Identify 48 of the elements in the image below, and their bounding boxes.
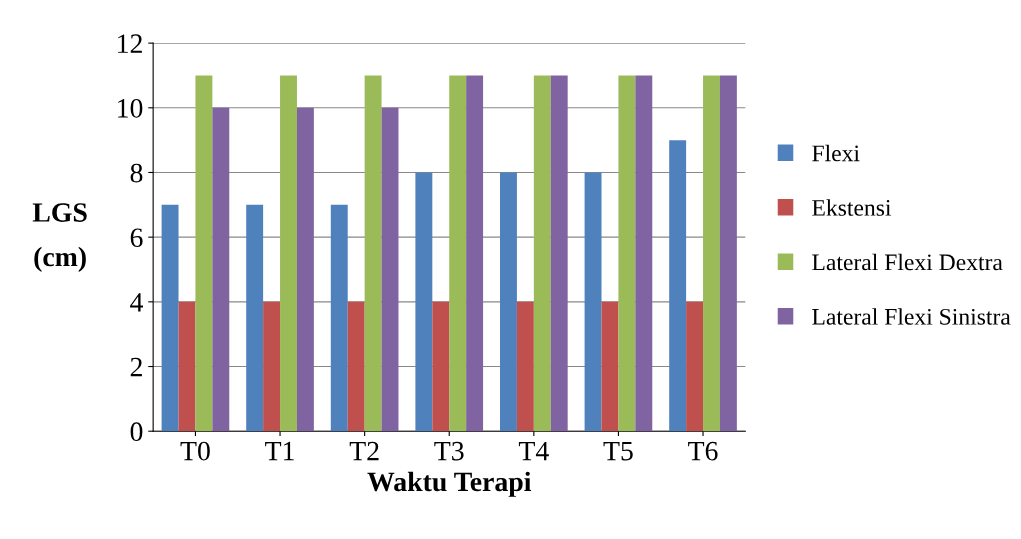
bar [381,107,399,432]
bar [212,107,230,432]
bar [618,75,636,432]
bar [601,301,619,432]
bar [719,75,737,432]
bar [347,301,365,432]
bar [161,204,179,432]
legend-label: Lateral Flexi Dextra [812,253,1003,271]
bar [364,75,382,432]
bar [516,301,534,432]
bar [500,172,517,432]
x-tick-label: T3 [434,441,464,461]
legend-label: Lateral Flexi Sinistra [812,308,1011,325]
y-tick-label: 6 [130,228,143,248]
y-axis-title: LGS (cm) [32,203,87,272]
bar [703,75,720,432]
bar [195,75,213,432]
bar [584,172,602,432]
bar [330,204,348,432]
y-tick-label: 10 [118,98,143,118]
x-tick-label: T4 [518,441,549,461]
y-tick-label: 4 [130,293,143,312]
bar [178,301,196,432]
bar [533,75,551,432]
bar [246,204,264,432]
x-tick-label: T0 [180,441,210,461]
x-tick-label: T5 [603,442,633,461]
bar [635,75,653,432]
x-tick-label: T1 [265,441,294,461]
bar [449,75,467,432]
y-tick-label: 0 [130,422,143,442]
bar [550,75,568,432]
x-tick-label: T6 [688,441,718,461]
bar [686,301,704,432]
bar [280,75,297,432]
y-tick-label: 8 [130,163,143,183]
legend-label: Flexi [812,144,860,162]
y-tick-label: 2 [130,357,142,377]
bar [415,172,433,432]
x-tick-label: T2 [349,441,379,461]
bar [466,75,484,432]
x-axis-title: Waktu Terapi [367,471,532,497]
bar [669,140,687,432]
y-tick-label: 12 [118,34,142,53]
bar [263,301,281,432]
legend-label: Ekstensi [812,199,892,216]
bar [432,301,450,432]
bar [296,107,314,432]
